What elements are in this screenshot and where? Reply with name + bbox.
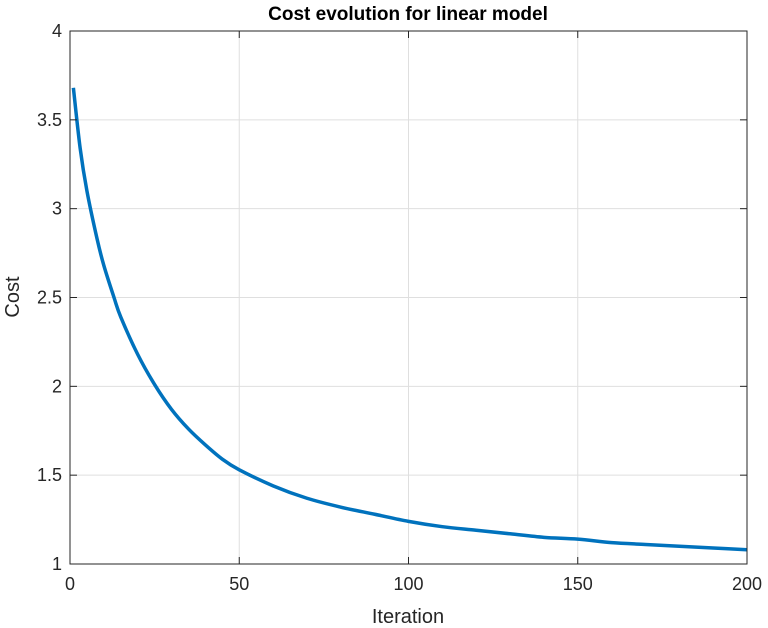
y-tick-label: 2 <box>52 376 62 396</box>
y-tick-label: 4 <box>52 21 62 41</box>
y-tick-label: 1.5 <box>37 465 62 485</box>
y-tick-label: 3 <box>52 199 62 219</box>
x-axis-label: Iteration <box>372 606 444 628</box>
tick-marks <box>69 30 748 565</box>
x-tick-label: 200 <box>732 574 762 594</box>
chart-title: Cost evolution for linear model <box>268 4 548 25</box>
x-tick-label: 150 <box>563 574 593 594</box>
y-tick-label: 1 <box>52 554 62 574</box>
x-tick-label: 0 <box>65 574 75 594</box>
grid <box>69 30 748 565</box>
series-line <box>71 87 748 552</box>
series-layer <box>71 87 748 552</box>
y-axis-label: Cost <box>2 276 24 318</box>
x-tick-label: 50 <box>229 574 249 594</box>
x-tick-label: 100 <box>393 574 423 594</box>
y-tick-labels: 1 1.5 2 2.5 3 3.5 4 <box>37 21 62 574</box>
y-tick-label: 3.5 <box>37 110 62 130</box>
y-tick-label: 2.5 <box>37 288 62 308</box>
x-tick-labels: 0 50 100 150 200 <box>65 574 762 594</box>
